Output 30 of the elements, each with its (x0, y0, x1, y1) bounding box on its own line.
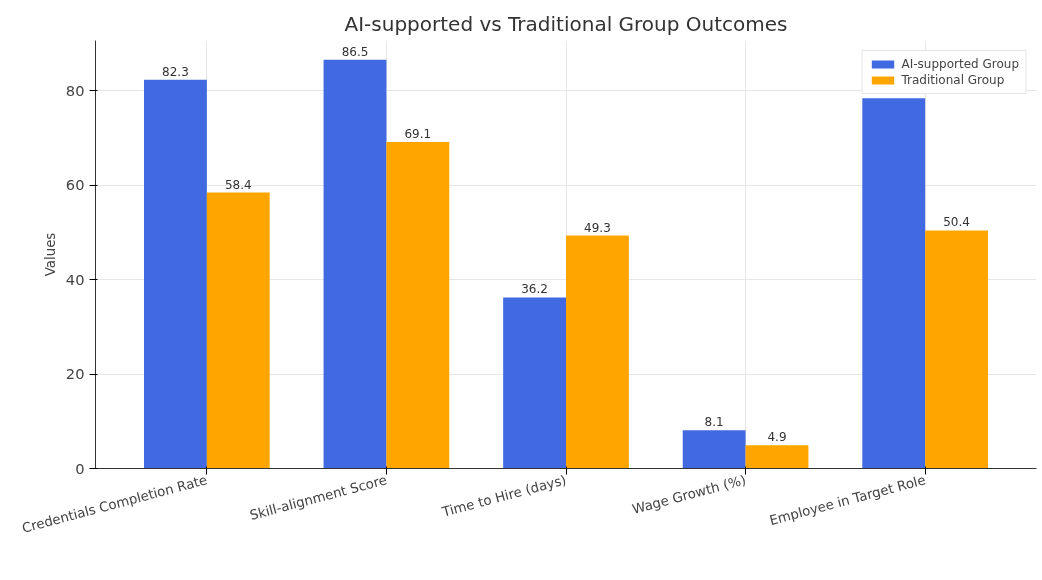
data-label: 86.5 (341, 44, 369, 59)
data-label: 58.4 (224, 177, 252, 192)
chart-title: AI-supported vs Traditional Group Outcomes (344, 11, 788, 36)
data-label: 8.1 (704, 415, 724, 430)
y-tick-label: 80 (65, 81, 85, 99)
bar (682, 430, 746, 469)
legend-label: Traditional Group (901, 73, 1005, 87)
data-label: 4.9 (767, 430, 787, 445)
x-tick-label: Wage Growth (%) (630, 472, 748, 517)
bar (503, 297, 566, 469)
bar (566, 235, 629, 469)
data-label: 50.4 (943, 215, 970, 230)
bar (143, 79, 207, 469)
data-label: 82.3 (162, 64, 189, 79)
data-label: 36.2 (521, 282, 548, 297)
bar (323, 59, 387, 469)
x-tick-label: Time to Hire (days) (439, 472, 568, 520)
bar (206, 192, 270, 469)
bar (862, 98, 926, 469)
legend-label: AI-supported Group (901, 57, 1019, 71)
y-axis-title: Values (42, 232, 58, 277)
bar (925, 230, 989, 469)
y-tick-label: 20 (65, 365, 85, 383)
data-label: 49.3 (584, 220, 611, 235)
y-tick-label: 60 (65, 176, 85, 194)
y-tick-label: 40 (65, 270, 85, 288)
bar (745, 445, 809, 469)
bar (386, 142, 450, 469)
data-label: 69.1 (404, 127, 432, 142)
y-tick-label: 0 (75, 459, 85, 477)
